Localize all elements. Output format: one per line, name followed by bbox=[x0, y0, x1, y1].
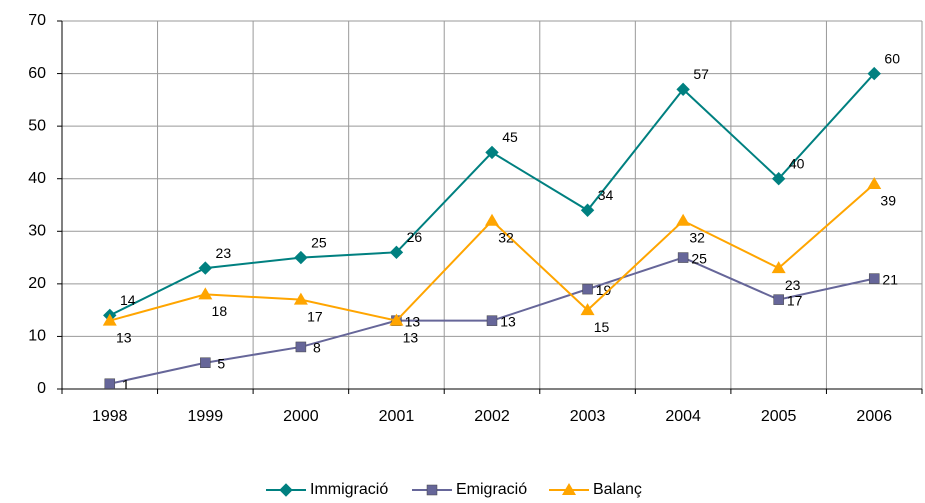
y-tick-label: 50 bbox=[28, 117, 46, 134]
marker bbox=[677, 252, 689, 263]
marker bbox=[868, 273, 880, 284]
x-tick-label: 1999 bbox=[188, 408, 224, 425]
data-label: 1 bbox=[122, 376, 130, 392]
data-label: 32 bbox=[498, 229, 514, 245]
marker bbox=[426, 484, 438, 496]
x-tick-label: 2005 bbox=[761, 408, 797, 425]
marker bbox=[771, 261, 786, 274]
data-label: 13 bbox=[403, 329, 419, 345]
x-tick-label: 2000 bbox=[283, 408, 319, 425]
y-tick-label: 10 bbox=[28, 328, 46, 345]
data-label: 45 bbox=[502, 129, 518, 145]
data-label: 25 bbox=[311, 234, 327, 250]
x-tick-label: 2004 bbox=[665, 408, 701, 425]
marker bbox=[562, 483, 576, 495]
data-label: 34 bbox=[598, 187, 614, 203]
data-label: 23 bbox=[785, 277, 801, 293]
x-tick-label: 2001 bbox=[379, 408, 415, 425]
x-tick-label: 2002 bbox=[474, 408, 510, 425]
y-tick-label: 60 bbox=[28, 65, 46, 82]
data-label: 32 bbox=[689, 229, 705, 245]
marker bbox=[580, 303, 595, 316]
marker bbox=[867, 66, 881, 81]
data-label: 39 bbox=[880, 193, 896, 209]
legend-label: Immigració bbox=[310, 481, 388, 498]
y-tick-label: 40 bbox=[28, 170, 46, 187]
marker bbox=[867, 176, 882, 189]
marker bbox=[104, 378, 116, 389]
y-tick-label: 20 bbox=[28, 275, 46, 292]
data-label: 21 bbox=[882, 271, 898, 287]
data-label: 23 bbox=[216, 245, 232, 261]
marker bbox=[486, 315, 498, 326]
data-label: 13 bbox=[405, 313, 421, 329]
series-line bbox=[109, 72, 875, 317]
data-label: 18 bbox=[212, 303, 228, 319]
marker bbox=[200, 357, 211, 368]
marker bbox=[485, 213, 499, 226]
y-tick-label: 0 bbox=[37, 380, 46, 397]
y-tick-label: 70 bbox=[28, 12, 46, 29]
marker bbox=[295, 341, 307, 353]
y-tick-label: 30 bbox=[28, 223, 46, 240]
marker bbox=[279, 483, 293, 497]
marker bbox=[389, 313, 404, 326]
data-label: 25 bbox=[691, 250, 707, 266]
marker bbox=[676, 82, 690, 97]
marker bbox=[102, 313, 117, 326]
data-label: 17 bbox=[787, 292, 803, 308]
data-label: 60 bbox=[884, 50, 900, 66]
data-label: 26 bbox=[407, 229, 423, 245]
marker bbox=[582, 283, 593, 295]
x-tick-label: 2003 bbox=[570, 408, 606, 425]
legend-label: Balanç bbox=[593, 481, 642, 498]
legend-label: Emigració bbox=[456, 481, 527, 498]
data-label: 14 bbox=[120, 292, 136, 308]
data-label: 5 bbox=[217, 355, 225, 371]
data-label: 8 bbox=[313, 340, 321, 356]
data-label: 13 bbox=[500, 313, 516, 329]
marker bbox=[773, 294, 784, 305]
data-label: 13 bbox=[116, 329, 132, 345]
marker bbox=[198, 261, 213, 275]
marker bbox=[485, 145, 499, 160]
marker bbox=[676, 213, 691, 226]
data-label: 19 bbox=[596, 282, 612, 298]
marker bbox=[198, 287, 213, 300]
marker bbox=[294, 250, 308, 265]
x-tick-label: 1998 bbox=[92, 408, 128, 425]
marker bbox=[771, 172, 786, 186]
data-label: 40 bbox=[789, 155, 805, 171]
marker bbox=[580, 203, 595, 217]
marker bbox=[293, 292, 308, 305]
x-tick-label: 2006 bbox=[856, 408, 892, 425]
data-label: 17 bbox=[307, 308, 323, 324]
marker bbox=[389, 245, 404, 260]
data-label: 57 bbox=[693, 66, 709, 82]
data-label: 15 bbox=[594, 319, 610, 335]
